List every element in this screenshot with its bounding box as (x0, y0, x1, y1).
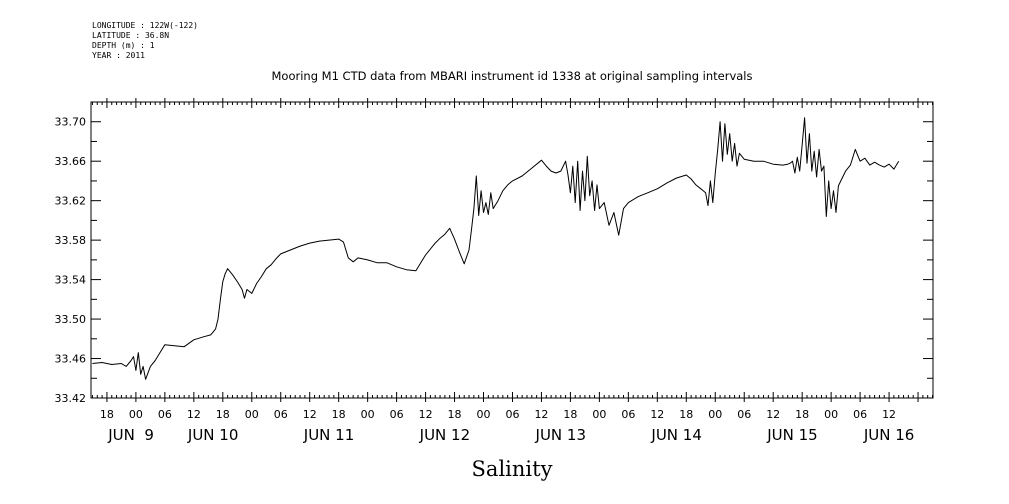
depth-label: DEPTH (m) : 1 (92, 41, 155, 50)
x-axis-label: Salinity (472, 457, 553, 481)
x-day-labels: JUN 9 JUN 10 JUN 11 JUN 12 JUN 13 JUN 14 JUN 1… (107, 426, 914, 444)
x-hour-tick-label: 18 (332, 408, 346, 421)
x-hour-tick-label: 18 (448, 408, 462, 421)
x-day-label: JUN 12 (419, 426, 470, 444)
x-hour-tick-label: 06 (390, 408, 404, 421)
x-hour-tick-label: 12 (650, 408, 664, 421)
x-hour-tick-labels: 18 00 06 12 18 00 06 12 18 00 06 12 18 00 06 12 18 00 06 12… (100, 408, 896, 421)
x-hour-tick-label: 00 (361, 408, 375, 421)
y-tick-labels: 33.42 33.46 33.50 33.54 33.58 33.62 33.66 33.70 (55, 116, 87, 405)
x-hour-tick-label: 00 (245, 408, 259, 421)
x-hour-tick-label: 12 (882, 408, 896, 421)
plot-frame (90, 101, 934, 399)
y-tick-label: 33.66 (55, 155, 87, 168)
x-hour-tick-label: 18 (795, 408, 809, 421)
x-day-label: JUN 15 (766, 426, 817, 444)
x-hour-tick-label: 06 (158, 408, 172, 421)
x-hour-tick-label: 18 (679, 408, 693, 421)
x-hour-tick-label: 12 (187, 408, 201, 421)
x-hour-tick-label: 06 (505, 408, 519, 421)
x-hour-tick-label: 18 (100, 408, 114, 421)
series-layer (92, 117, 900, 380)
y-tick-label: 33.58 (55, 234, 87, 247)
x-hour-tick-label: 00 (477, 408, 491, 421)
y-tick-label: 33.46 (55, 353, 87, 366)
longitude-label: LONGITUDE : 122W(-122) (92, 21, 198, 30)
x-hour-tick-label: 12 (766, 408, 780, 421)
y-tick-label: 33.54 (55, 274, 87, 287)
x-day-label: JUN 14 (650, 426, 701, 444)
x-hour-tick-label: 06 (621, 408, 635, 421)
x-hour-tick-label: 12 (419, 408, 433, 421)
x-hour-tick-label: 06 (274, 408, 288, 421)
x-day-label: JUN 10 (187, 426, 238, 444)
x-hour-tick-label: 06 (853, 408, 867, 421)
x-hour-tick-label: 00 (708, 408, 722, 421)
year-label: YEAR : 2011 (92, 51, 145, 60)
y-tick-label: 33.62 (55, 195, 87, 208)
tick-marks (91, 98, 934, 402)
x-hour-tick-label: 00 (592, 408, 606, 421)
latitude-label: LATITUDE : 36.8N (92, 31, 170, 40)
y-tick-label: 33.42 (55, 392, 87, 405)
x-day-label: JUN 16 (863, 426, 914, 444)
x-hour-tick-label: 06 (737, 408, 751, 421)
x-day-label: JUN 11 (303, 426, 354, 444)
x-day-label: JUN 9 (107, 426, 154, 444)
y-tick-label: 33.50 (55, 313, 87, 326)
x-hour-tick-label: 00 (129, 408, 143, 421)
chart-title: Mooring M1 CTD data from MBARI instrumen… (272, 69, 753, 83)
salinity-series-line (92, 117, 900, 380)
x-hour-tick-label: 12 (534, 408, 548, 421)
x-hour-tick-label: 18 (563, 408, 577, 421)
y-tick-label: 33.70 (55, 116, 87, 129)
x-hour-tick-label: 00 (824, 408, 838, 421)
metadata-block: LONGITUDE : 122W(-122) LATITUDE : 36.8N … (92, 21, 198, 61)
x-day-label: JUN 13 (535, 426, 586, 444)
x-hour-tick-label: 18 (216, 408, 230, 421)
x-hour-tick-label: 12 (303, 408, 317, 421)
